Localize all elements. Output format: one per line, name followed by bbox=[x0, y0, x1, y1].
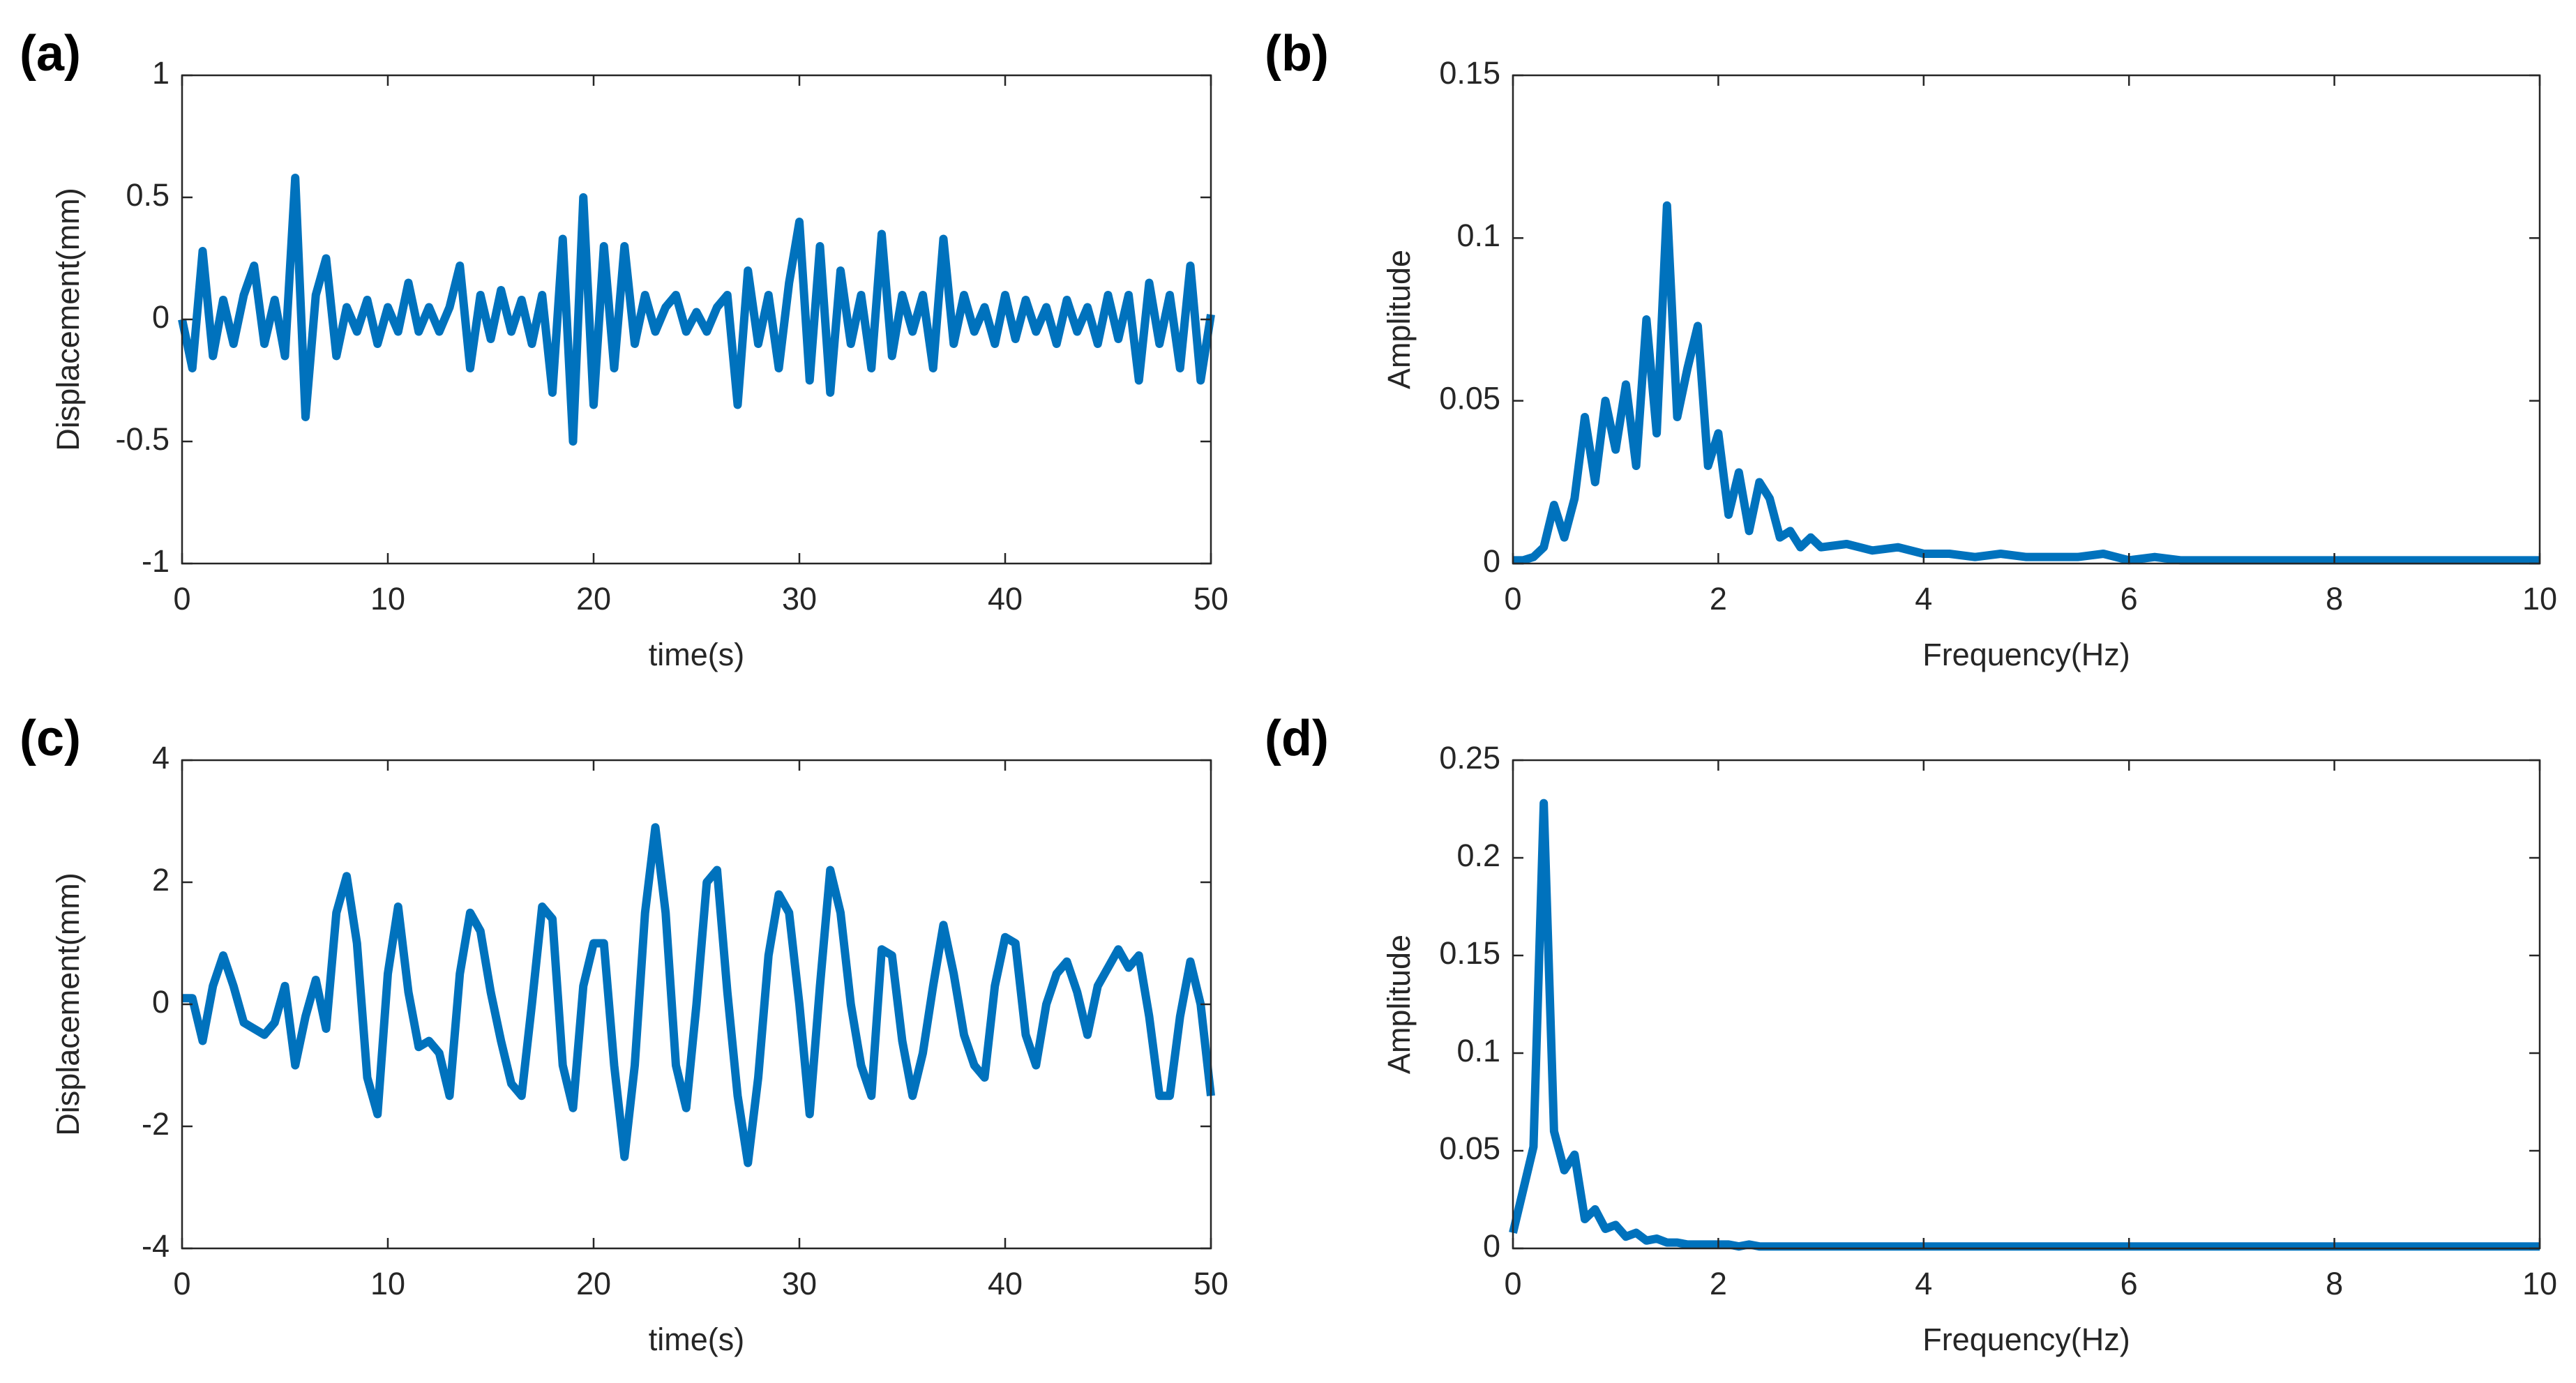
x-tick-label: 30 bbox=[782, 581, 817, 617]
y-axis-label: Displacement(mm) bbox=[50, 872, 86, 1136]
x-tick-label: 0 bbox=[173, 581, 190, 617]
y-tick-label: 0 bbox=[152, 984, 170, 1020]
x-tick-label: 4 bbox=[1915, 581, 1932, 617]
y-tick-label: 1 bbox=[152, 55, 170, 91]
x-tick-label: 10 bbox=[370, 1266, 405, 1301]
y-tick-label: 0.15 bbox=[1439, 55, 1500, 91]
y-tick-label: 0.1 bbox=[1456, 218, 1500, 253]
x-axis-label: Frequency(Hz) bbox=[1922, 1322, 2130, 1357]
y-tick-label: 0.15 bbox=[1439, 935, 1500, 971]
x-tick-label: 0 bbox=[1504, 1266, 1521, 1301]
axes-box bbox=[1512, 759, 2541, 1250]
y-tick-label: 0.25 bbox=[1439, 740, 1500, 776]
panel-label: (c) bbox=[20, 711, 81, 766]
data-line bbox=[178, 174, 1215, 446]
x-tick-label: 6 bbox=[2121, 1266, 2138, 1301]
y-tick-label: 0 bbox=[1483, 543, 1500, 579]
y-tick-label: 2 bbox=[152, 862, 170, 898]
x-tick-label: 40 bbox=[988, 1266, 1023, 1301]
x-tick-label: 0 bbox=[173, 1266, 190, 1301]
y-tick-label: -0.5 bbox=[115, 421, 170, 457]
x-tick-label: 30 bbox=[782, 1266, 817, 1301]
y-tick-label: -4 bbox=[142, 1228, 170, 1264]
y-tick-label: 0.05 bbox=[1439, 1131, 1500, 1166]
x-tick-label: 4 bbox=[1915, 1266, 1932, 1301]
x-tick-label: 20 bbox=[576, 581, 611, 617]
x-tick-label: 10 bbox=[2522, 581, 2557, 617]
axes-box bbox=[1512, 74, 2541, 565]
y-tick-label: 0 bbox=[152, 299, 170, 335]
y-axis-label: Amplitude bbox=[1381, 935, 1417, 1074]
x-tick-label: 10 bbox=[2522, 1266, 2557, 1301]
x-axis-label: time(s) bbox=[649, 1322, 744, 1357]
y-tick-label: 0.2 bbox=[1456, 838, 1500, 873]
data-line bbox=[1509, 799, 2540, 1251]
x-tick-label: 50 bbox=[1193, 581, 1228, 617]
x-tick-label: 50 bbox=[1193, 1266, 1228, 1301]
y-tick-label: 0 bbox=[1483, 1228, 1500, 1264]
x-axis-label: Frequency(Hz) bbox=[1922, 637, 2130, 672]
panel-label: (b) bbox=[1265, 26, 1329, 82]
y-tick-label: 4 bbox=[152, 740, 170, 776]
data-line bbox=[1513, 201, 2540, 565]
y-tick-label: -1 bbox=[142, 543, 170, 579]
y-axis-label: Displacement(mm) bbox=[50, 188, 86, 451]
x-axis-label: time(s) bbox=[649, 637, 744, 672]
y-tick-label: 0.5 bbox=[126, 177, 170, 213]
x-tick-label: 10 bbox=[370, 581, 405, 617]
y-tick-label: 0.1 bbox=[1456, 1033, 1500, 1068]
x-tick-label: 20 bbox=[576, 1266, 611, 1301]
panel-label: (d) bbox=[1265, 711, 1329, 766]
panel-label: (a) bbox=[20, 26, 81, 82]
x-tick-label: 40 bbox=[988, 581, 1023, 617]
data-line bbox=[182, 823, 1215, 1167]
y-tick-label: -2 bbox=[142, 1106, 170, 1142]
x-tick-label: 0 bbox=[1504, 581, 1521, 617]
y-axis-label: Amplitude bbox=[1381, 250, 1417, 389]
x-tick-label: 8 bbox=[2326, 1266, 2343, 1301]
x-tick-label: 6 bbox=[2121, 581, 2138, 617]
x-tick-label: 8 bbox=[2326, 581, 2343, 617]
y-tick-label: 0.05 bbox=[1439, 381, 1500, 416]
x-tick-label: 2 bbox=[1710, 581, 1727, 617]
x-tick-label: 2 bbox=[1710, 1266, 1727, 1301]
